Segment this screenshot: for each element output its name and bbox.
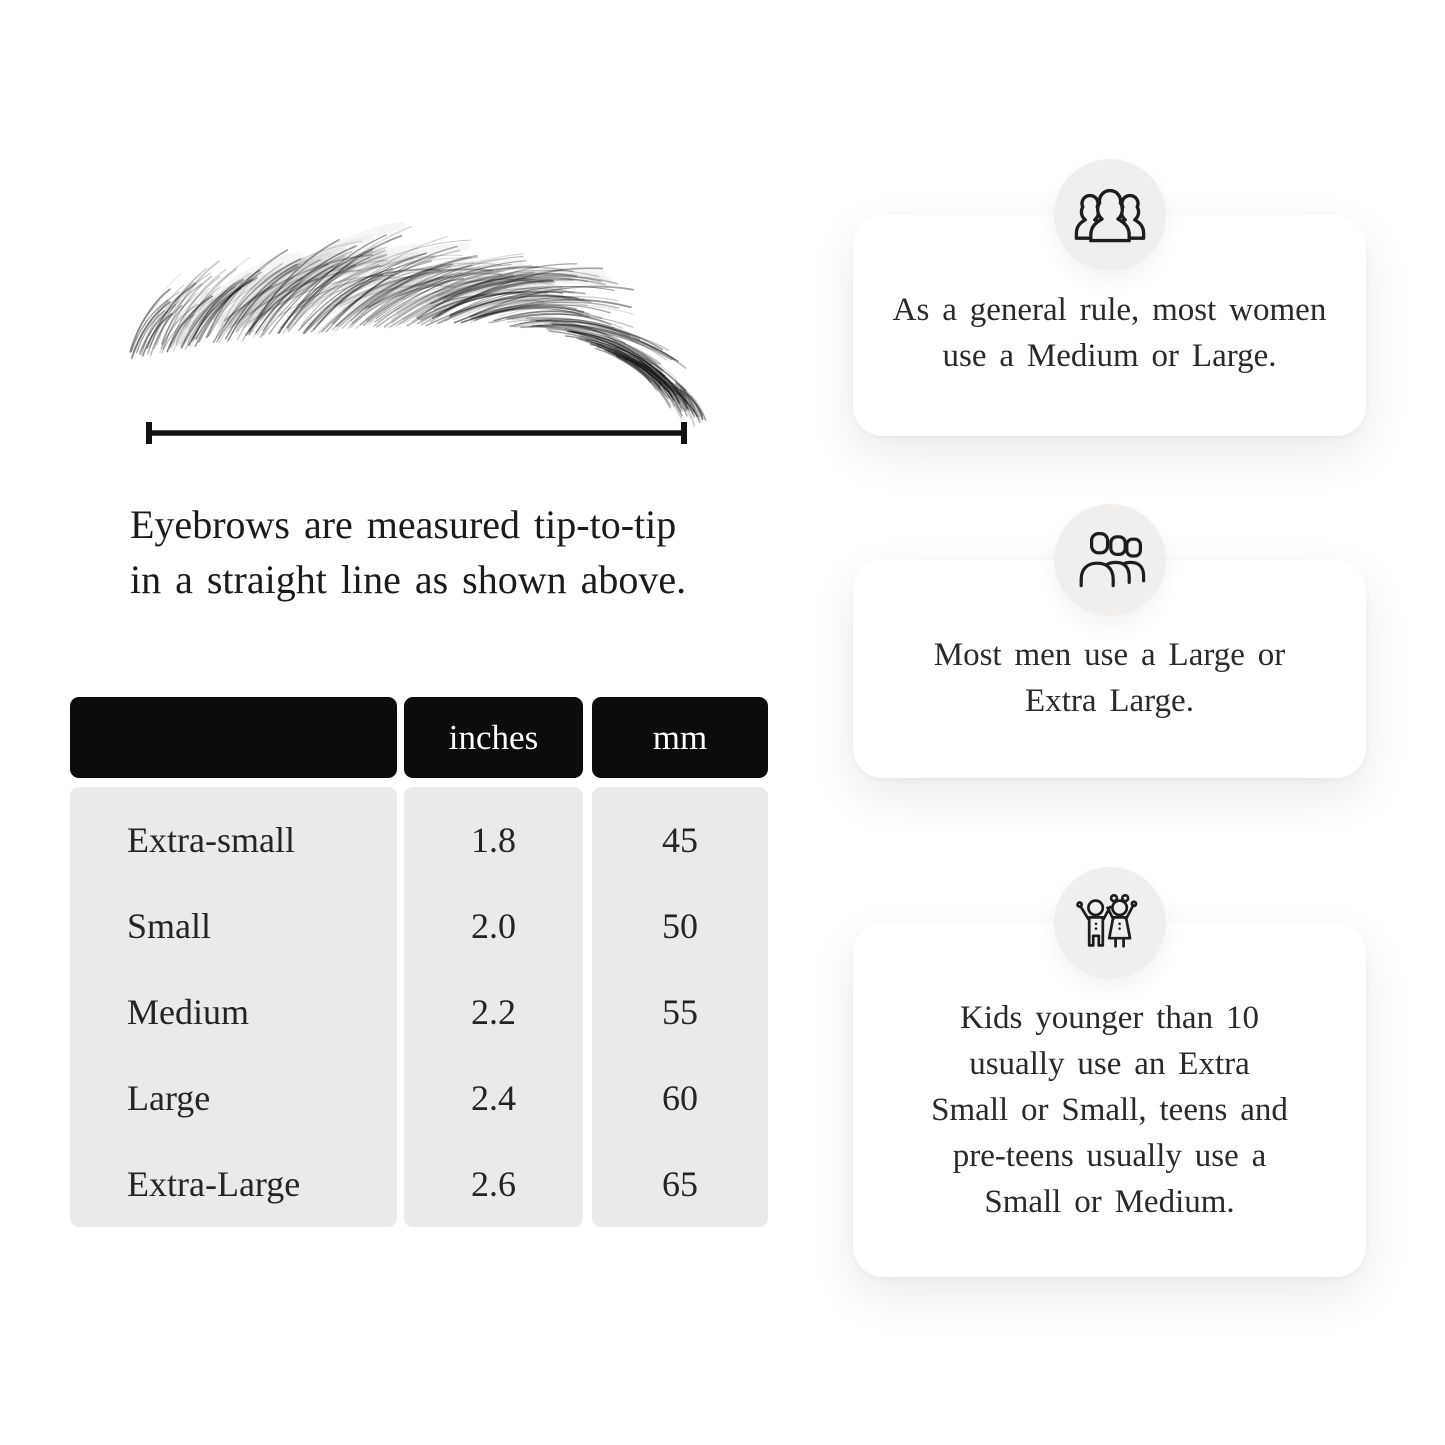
card-text-women: As a general rule, most women use a Medi…	[853, 287, 1366, 379]
card-text-line: Kids younger than 10	[960, 1000, 1259, 1036]
inches-value: 2.0	[471, 906, 516, 946]
mm-value: 45	[662, 820, 698, 860]
card-text-line: As a general rule, most women	[892, 292, 1327, 328]
eyebrow-illustration	[118, 221, 710, 428]
inches-value: 2.4	[471, 1078, 516, 1118]
size-table-column-mm: 45 50 55 60 65	[592, 787, 768, 1227]
card-text-men: Most men use a Large or Extra Large.	[853, 632, 1366, 724]
card-text-line: Small or Medium.	[984, 1184, 1235, 1220]
card-text-line: use a Medium or Large.	[942, 338, 1277, 374]
caption-line-2: in a straight line as shown above.	[130, 557, 687, 602]
mm-value: 55	[662, 992, 698, 1032]
card-text-line: usually use an Extra	[969, 1046, 1250, 1082]
card-text-line: Extra Large.	[1025, 683, 1194, 719]
inches-value: 2.2	[471, 992, 516, 1032]
card-text-kids: Kids younger than 10 usually use an Extr…	[853, 995, 1366, 1225]
mm-value: 50	[662, 906, 698, 946]
info-card-women: As a general rule, most women use a Medi…	[853, 159, 1366, 436]
size-label: Small	[127, 906, 212, 946]
men-group-icon	[1053, 504, 1166, 616]
measurement-line	[146, 422, 687, 444]
info-card-men: Most men use a Large or Extra Large.	[853, 504, 1366, 778]
size-table-column-inches: 1.8 2.0 2.2 2.4 2.6	[404, 787, 583, 1227]
inches-value: 1.8	[471, 820, 516, 860]
mm-value: 60	[662, 1078, 698, 1118]
card-text-line: Most men use a Large or	[933, 637, 1286, 673]
size-label: Extra-small	[127, 820, 295, 860]
size-table-header-blank	[70, 697, 397, 778]
card-text-line: pre-teens usually use a	[952, 1138, 1267, 1174]
card-text-line: Small or Small, teens and	[931, 1092, 1288, 1128]
size-table-header-inches: inches	[404, 697, 583, 778]
women-group-icon	[1053, 159, 1166, 271]
caption-line-1: Eyebrows are measured tip-to-tip	[130, 502, 677, 547]
measurement-caption: Eyebrows are measured tip-to-tip in a st…	[130, 497, 686, 607]
mm-value: 65	[662, 1164, 698, 1204]
size-label: Extra-Large	[127, 1164, 301, 1204]
size-label: Large	[127, 1078, 211, 1118]
size-label: Medium	[127, 992, 249, 1032]
eyebrow-hairs-drawing	[129, 221, 707, 428]
size-table-header-mm: mm	[592, 697, 768, 778]
size-table-column-labels: Extra-small Small Medium Large Extra-Lar…	[70, 787, 397, 1227]
kids-icon	[1053, 867, 1166, 979]
inches-value: 2.6	[471, 1164, 516, 1204]
info-card-kids: Kids younger than 10 usually use an Extr…	[853, 867, 1366, 1277]
